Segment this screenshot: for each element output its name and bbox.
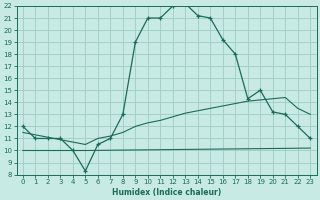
X-axis label: Humidex (Indice chaleur): Humidex (Indice chaleur) [112,188,221,197]
